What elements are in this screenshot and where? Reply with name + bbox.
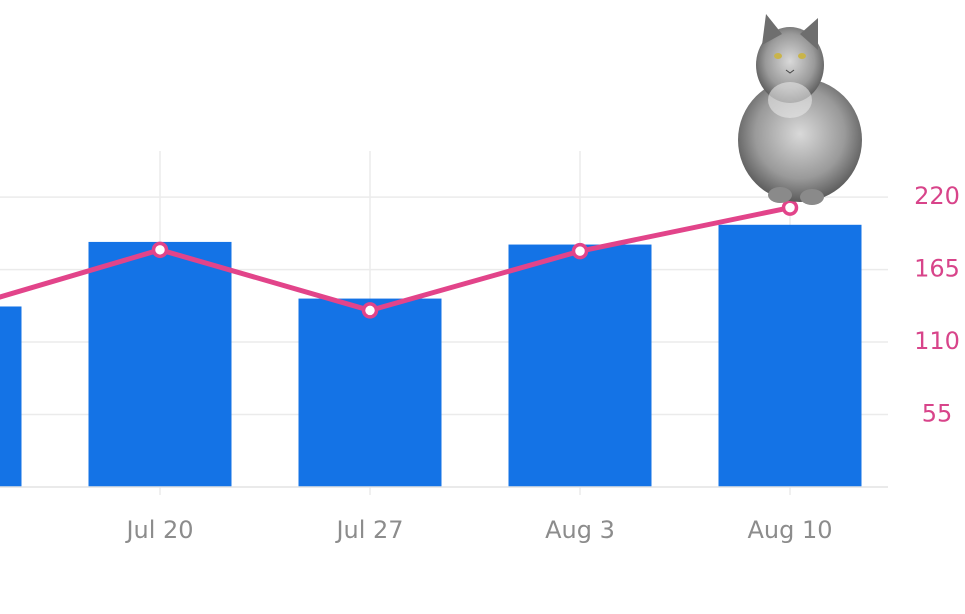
plot [0,199,862,487]
bar [88,241,232,487]
bar [508,244,652,487]
line-point [361,302,379,319]
bar [298,298,442,487]
line-point [571,242,589,260]
cat-image [738,14,862,205]
x-tick-label: Aug 10 [747,516,832,544]
bar [718,224,862,487]
x-tick-label: Jul 20 [124,516,193,544]
y-tick-label: 55 [922,400,953,428]
line-point [151,241,169,259]
y-tick-label: 165 [914,255,960,283]
line-point [781,199,799,216]
y-tick-label: 220 [914,182,960,210]
x-tick-label: Jul 27 [334,516,403,544]
x-tick-label: Aug 3 [545,516,615,544]
bar [0,306,22,487]
y-tick-label: 110 [914,327,960,355]
